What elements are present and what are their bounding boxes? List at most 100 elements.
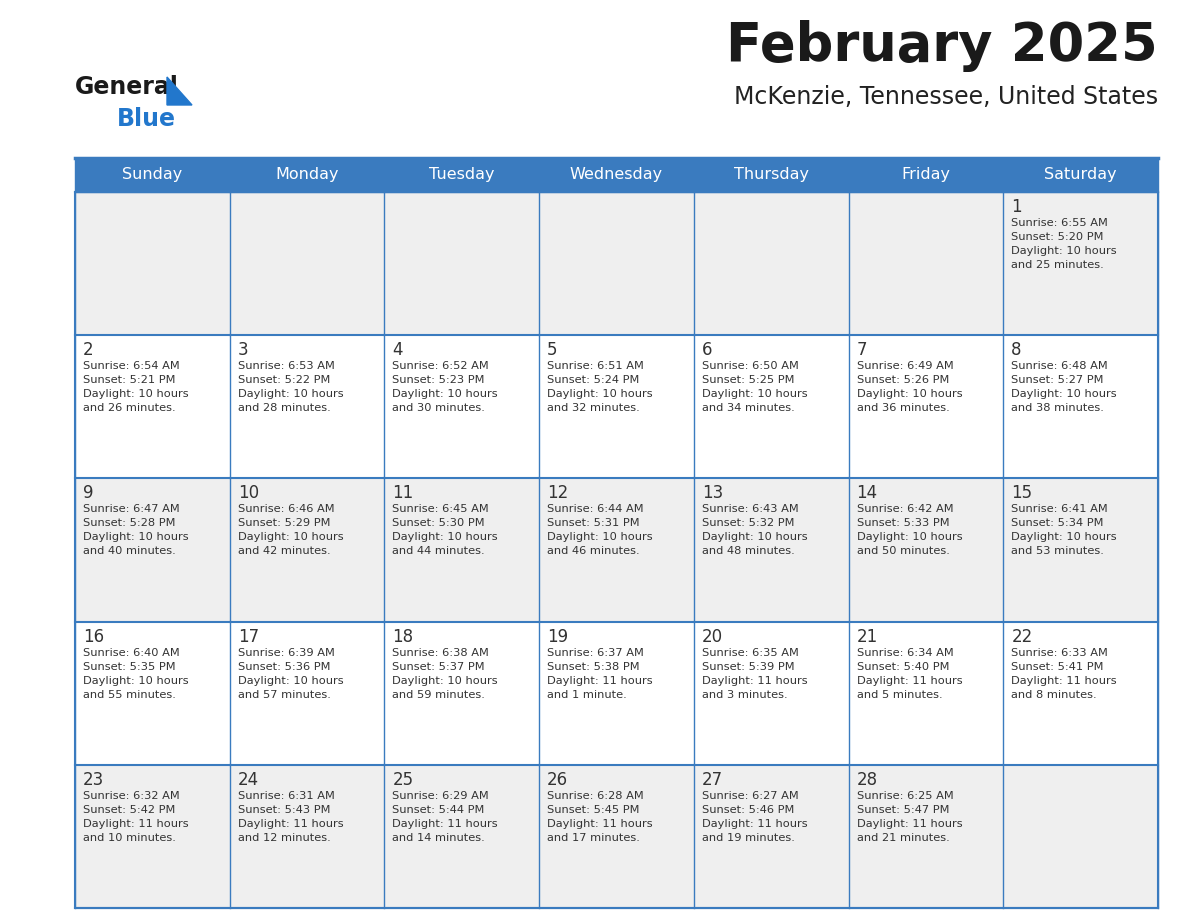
Text: 16: 16 (83, 628, 105, 645)
Text: Sunrise: 6:48 AM
Sunset: 5:27 PM
Daylight: 10 hours
and 38 minutes.: Sunrise: 6:48 AM Sunset: 5:27 PM Dayligh… (1011, 361, 1117, 413)
Text: 3: 3 (238, 341, 248, 359)
Text: Sunrise: 6:38 AM
Sunset: 5:37 PM
Daylight: 10 hours
and 59 minutes.: Sunrise: 6:38 AM Sunset: 5:37 PM Dayligh… (392, 647, 498, 700)
Bar (385, 765, 539, 908)
Text: 2: 2 (83, 341, 94, 359)
Bar (539, 478, 694, 621)
Bar (385, 335, 539, 478)
Text: 15: 15 (1011, 485, 1032, 502)
Text: Sunrise: 6:47 AM
Sunset: 5:28 PM
Daylight: 10 hours
and 40 minutes.: Sunrise: 6:47 AM Sunset: 5:28 PM Dayligh… (83, 504, 189, 556)
Text: Sunrise: 6:51 AM
Sunset: 5:24 PM
Daylight: 10 hours
and 32 minutes.: Sunrise: 6:51 AM Sunset: 5:24 PM Dayligh… (548, 361, 652, 413)
Text: 22: 22 (1011, 628, 1032, 645)
Text: McKenzie, Tennessee, United States: McKenzie, Tennessee, United States (734, 85, 1158, 109)
Text: Sunrise: 6:44 AM
Sunset: 5:31 PM
Daylight: 10 hours
and 46 minutes.: Sunrise: 6:44 AM Sunset: 5:31 PM Dayligh… (548, 504, 652, 556)
Text: 11: 11 (392, 485, 413, 502)
Bar (848, 765, 1004, 908)
Text: Sunrise: 6:29 AM
Sunset: 5:44 PM
Daylight: 11 hours
and 14 minutes.: Sunrise: 6:29 AM Sunset: 5:44 PM Dayligh… (392, 790, 498, 843)
Bar (75, 765, 229, 908)
Text: 20: 20 (702, 628, 723, 645)
Bar (539, 621, 694, 765)
Bar (539, 765, 694, 908)
Text: 7: 7 (857, 341, 867, 359)
Text: February 2025: February 2025 (726, 20, 1158, 72)
Bar (1004, 765, 1158, 908)
Bar (229, 765, 385, 908)
Bar (694, 478, 848, 621)
Bar (848, 478, 1004, 621)
Bar (848, 192, 1004, 335)
Text: 25: 25 (392, 771, 413, 789)
Text: Sunrise: 6:27 AM
Sunset: 5:46 PM
Daylight: 11 hours
and 19 minutes.: Sunrise: 6:27 AM Sunset: 5:46 PM Dayligh… (702, 790, 808, 843)
Text: 17: 17 (238, 628, 259, 645)
Text: Sunrise: 6:37 AM
Sunset: 5:38 PM
Daylight: 11 hours
and 1 minute.: Sunrise: 6:37 AM Sunset: 5:38 PM Dayligh… (548, 647, 652, 700)
Text: Sunrise: 6:32 AM
Sunset: 5:42 PM
Daylight: 11 hours
and 10 minutes.: Sunrise: 6:32 AM Sunset: 5:42 PM Dayligh… (83, 790, 189, 843)
Text: Sunrise: 6:54 AM
Sunset: 5:21 PM
Daylight: 10 hours
and 26 minutes.: Sunrise: 6:54 AM Sunset: 5:21 PM Dayligh… (83, 361, 189, 413)
Text: 13: 13 (702, 485, 723, 502)
Text: 24: 24 (238, 771, 259, 789)
Bar (385, 478, 539, 621)
Polygon shape (168, 77, 192, 105)
Bar (1004, 335, 1158, 478)
Bar (1004, 478, 1158, 621)
Text: Sunrise: 6:41 AM
Sunset: 5:34 PM
Daylight: 10 hours
and 53 minutes.: Sunrise: 6:41 AM Sunset: 5:34 PM Dayligh… (1011, 504, 1117, 556)
Text: 4: 4 (392, 341, 403, 359)
Text: 28: 28 (857, 771, 878, 789)
Text: General: General (75, 75, 179, 99)
Text: Sunrise: 6:35 AM
Sunset: 5:39 PM
Daylight: 11 hours
and 3 minutes.: Sunrise: 6:35 AM Sunset: 5:39 PM Dayligh… (702, 647, 808, 700)
Text: 23: 23 (83, 771, 105, 789)
Text: Sunrise: 6:40 AM
Sunset: 5:35 PM
Daylight: 10 hours
and 55 minutes.: Sunrise: 6:40 AM Sunset: 5:35 PM Dayligh… (83, 647, 189, 700)
Text: Blue: Blue (116, 107, 176, 131)
Text: Wednesday: Wednesday (570, 167, 663, 183)
Text: Sunrise: 6:33 AM
Sunset: 5:41 PM
Daylight: 11 hours
and 8 minutes.: Sunrise: 6:33 AM Sunset: 5:41 PM Dayligh… (1011, 647, 1117, 700)
Text: 19: 19 (548, 628, 568, 645)
Bar (75, 158, 1158, 192)
Text: Tuesday: Tuesday (429, 167, 494, 183)
Text: 18: 18 (392, 628, 413, 645)
Text: 21: 21 (857, 628, 878, 645)
Text: 8: 8 (1011, 341, 1022, 359)
Text: Sunrise: 6:49 AM
Sunset: 5:26 PM
Daylight: 10 hours
and 36 minutes.: Sunrise: 6:49 AM Sunset: 5:26 PM Dayligh… (857, 361, 962, 413)
Text: 6: 6 (702, 341, 713, 359)
Text: 12: 12 (548, 485, 568, 502)
Text: Sunday: Sunday (122, 167, 183, 183)
Bar (229, 192, 385, 335)
Bar (75, 335, 229, 478)
Bar (539, 192, 694, 335)
Bar (229, 478, 385, 621)
Text: 9: 9 (83, 485, 94, 502)
Text: Sunrise: 6:50 AM
Sunset: 5:25 PM
Daylight: 10 hours
and 34 minutes.: Sunrise: 6:50 AM Sunset: 5:25 PM Dayligh… (702, 361, 808, 413)
Bar (1004, 192, 1158, 335)
Text: Sunrise: 6:42 AM
Sunset: 5:33 PM
Daylight: 10 hours
and 50 minutes.: Sunrise: 6:42 AM Sunset: 5:33 PM Dayligh… (857, 504, 962, 556)
Text: 14: 14 (857, 485, 878, 502)
Bar (694, 765, 848, 908)
Text: 1: 1 (1011, 198, 1022, 216)
Text: 27: 27 (702, 771, 723, 789)
Bar (75, 621, 229, 765)
Bar (694, 621, 848, 765)
Text: Sunrise: 6:39 AM
Sunset: 5:36 PM
Daylight: 10 hours
and 57 minutes.: Sunrise: 6:39 AM Sunset: 5:36 PM Dayligh… (238, 647, 343, 700)
Text: Sunrise: 6:53 AM
Sunset: 5:22 PM
Daylight: 10 hours
and 28 minutes.: Sunrise: 6:53 AM Sunset: 5:22 PM Dayligh… (238, 361, 343, 413)
Text: Sunrise: 6:46 AM
Sunset: 5:29 PM
Daylight: 10 hours
and 42 minutes.: Sunrise: 6:46 AM Sunset: 5:29 PM Dayligh… (238, 504, 343, 556)
Text: Sunrise: 6:43 AM
Sunset: 5:32 PM
Daylight: 10 hours
and 48 minutes.: Sunrise: 6:43 AM Sunset: 5:32 PM Dayligh… (702, 504, 808, 556)
Text: Sunrise: 6:55 AM
Sunset: 5:20 PM
Daylight: 10 hours
and 25 minutes.: Sunrise: 6:55 AM Sunset: 5:20 PM Dayligh… (1011, 218, 1117, 270)
Text: Friday: Friday (902, 167, 950, 183)
Bar (539, 335, 694, 478)
Bar (229, 621, 385, 765)
Bar (848, 621, 1004, 765)
Bar (385, 192, 539, 335)
Bar (694, 192, 848, 335)
Text: Sunrise: 6:45 AM
Sunset: 5:30 PM
Daylight: 10 hours
and 44 minutes.: Sunrise: 6:45 AM Sunset: 5:30 PM Dayligh… (392, 504, 498, 556)
Text: Sunrise: 6:31 AM
Sunset: 5:43 PM
Daylight: 11 hours
and 12 minutes.: Sunrise: 6:31 AM Sunset: 5:43 PM Dayligh… (238, 790, 343, 843)
Bar (848, 335, 1004, 478)
Bar (1004, 621, 1158, 765)
Text: Thursday: Thursday (734, 167, 809, 183)
Text: Monday: Monday (276, 167, 339, 183)
Text: Sunrise: 6:25 AM
Sunset: 5:47 PM
Daylight: 11 hours
and 21 minutes.: Sunrise: 6:25 AM Sunset: 5:47 PM Dayligh… (857, 790, 962, 843)
Text: Sunrise: 6:34 AM
Sunset: 5:40 PM
Daylight: 11 hours
and 5 minutes.: Sunrise: 6:34 AM Sunset: 5:40 PM Dayligh… (857, 647, 962, 700)
Text: Sunrise: 6:28 AM
Sunset: 5:45 PM
Daylight: 11 hours
and 17 minutes.: Sunrise: 6:28 AM Sunset: 5:45 PM Dayligh… (548, 790, 652, 843)
Bar (75, 192, 1158, 908)
Bar (385, 621, 539, 765)
Bar (694, 335, 848, 478)
Text: Saturday: Saturday (1044, 167, 1117, 183)
Bar (75, 478, 229, 621)
Bar (75, 192, 229, 335)
